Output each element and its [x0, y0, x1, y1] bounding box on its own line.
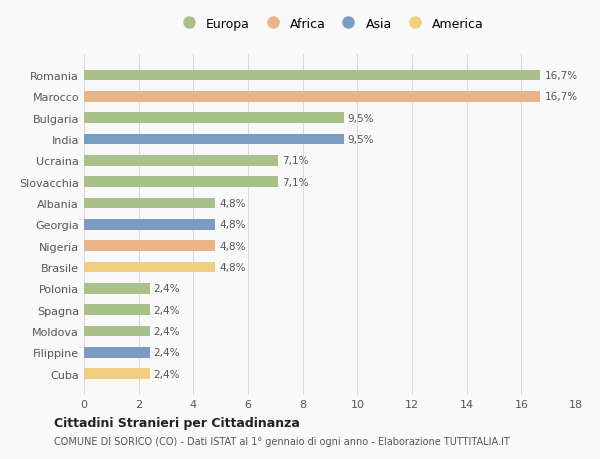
Bar	[84, 262, 215, 273]
Text: 4,8%: 4,8%	[220, 220, 246, 230]
Bar	[84, 198, 215, 209]
Text: 2,4%: 2,4%	[154, 369, 180, 379]
Bar	[84, 219, 215, 230]
Bar	[84, 134, 344, 145]
Bar	[84, 284, 149, 294]
Text: 2,4%: 2,4%	[154, 305, 180, 315]
Bar	[84, 347, 149, 358]
Bar	[84, 156, 278, 166]
Bar	[84, 177, 278, 188]
Text: 2,4%: 2,4%	[154, 326, 180, 336]
Text: 2,4%: 2,4%	[154, 348, 180, 358]
Text: Cittadini Stranieri per Cittadinanza: Cittadini Stranieri per Cittadinanza	[54, 416, 300, 429]
Bar	[84, 71, 541, 81]
Text: 2,4%: 2,4%	[154, 284, 180, 294]
Text: 7,1%: 7,1%	[282, 177, 308, 187]
Bar	[84, 241, 215, 252]
Bar	[84, 326, 149, 337]
Text: 4,8%: 4,8%	[220, 263, 246, 273]
Text: 4,8%: 4,8%	[220, 241, 246, 251]
Text: COMUNE DI SORICO (CO) - Dati ISTAT al 1° gennaio di ogni anno - Elaborazione TUT: COMUNE DI SORICO (CO) - Dati ISTAT al 1°…	[54, 437, 510, 446]
Bar	[84, 113, 344, 124]
Text: 16,7%: 16,7%	[545, 71, 578, 81]
Text: 7,1%: 7,1%	[282, 156, 308, 166]
Bar	[84, 92, 541, 102]
Text: 9,5%: 9,5%	[348, 135, 374, 145]
Text: 4,8%: 4,8%	[220, 199, 246, 208]
Text: 16,7%: 16,7%	[545, 92, 578, 102]
Bar	[84, 369, 149, 379]
Text: 9,5%: 9,5%	[348, 113, 374, 123]
Bar	[84, 305, 149, 315]
Legend: Europa, Africa, Asia, America: Europa, Africa, Asia, America	[172, 14, 488, 34]
